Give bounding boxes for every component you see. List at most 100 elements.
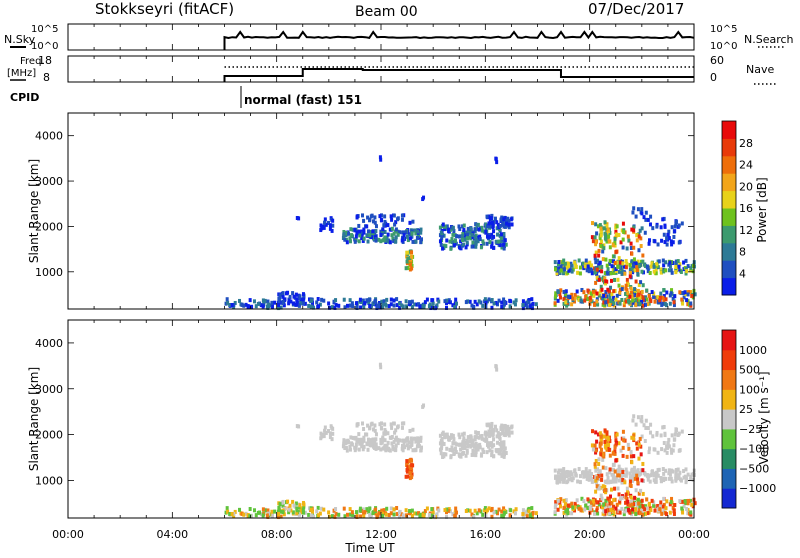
power-cell [393,222,397,227]
power-cell [417,235,421,240]
power-cell [594,222,598,227]
power-cell [330,228,334,233]
power-cell [389,302,393,307]
power-cell [629,245,633,250]
velocity-cell [445,514,449,519]
power-cell [348,239,352,244]
power-cell [392,298,396,303]
velocity-cell [669,476,673,481]
velocity-cell [458,453,462,458]
velocity-cell [470,512,474,517]
velocity-cell [385,443,389,448]
velocity-cell [645,497,649,502]
power-cell [312,305,316,310]
noise-left-tick-top: 10^5 [31,24,58,35]
velocity-cell [496,431,500,436]
velocity-cell [628,471,632,476]
velocity-cell [562,478,566,483]
velocity-cell [393,437,397,442]
velocity-cell [604,445,608,450]
velocity-cell [624,492,628,497]
power-cell [607,302,611,307]
velocity-cell [342,506,346,511]
power-cell [374,224,378,229]
velocity-cell [411,448,415,453]
velocity-cell [301,510,305,515]
power-cell [374,302,378,307]
velocity-cell [652,478,656,483]
power-cell [490,305,494,310]
power-cell [565,265,569,270]
power-cell [590,268,594,273]
velocity-cell [603,485,607,490]
velocity-cell [362,435,366,440]
velocity-cell [661,425,665,430]
power-cell [589,263,593,268]
power-cell [636,259,640,264]
power-cell [442,233,446,238]
power-cell [443,299,447,304]
power-cell [629,286,633,291]
power-cell [459,239,463,244]
power-cell [608,245,612,250]
velocity-cell [658,504,662,509]
colorbar-tick-label: 8 [739,246,746,259]
velocity-cell [594,450,598,455]
velocity-cell [527,506,531,511]
power-cell [632,228,636,233]
velocity-cell [602,502,606,507]
velocity-cell [567,472,571,477]
velocity-cell [354,510,358,515]
velocity-cell [225,506,229,511]
velocity-cell [657,467,661,472]
power-cell [463,237,467,242]
velocity-cell [368,426,372,431]
velocity-cell [624,508,628,513]
power-cell [585,268,589,273]
power-cell [496,222,500,227]
power-cell [362,227,366,232]
power-cell [586,297,590,302]
velocity-cell [367,510,371,515]
velocity-cell [641,478,645,483]
colorbar-tick-label: 500 [739,364,760,377]
colorbar-tick-label: 12 [739,224,753,237]
power-cell [506,216,510,221]
power-cell [612,289,616,294]
velocity-cell [577,506,581,511]
date-title: 07/Dec/2017 [588,0,684,18]
velocity-cell [641,491,645,496]
velocity-cell [656,503,660,508]
velocity-cell [373,423,377,428]
velocity-cell [374,445,378,450]
velocity-cell [359,514,363,519]
velocity-cell [390,434,394,439]
velocity-cell [309,507,313,512]
power-cell [637,234,641,239]
power-cell [264,299,268,304]
velocity-cell [599,437,603,442]
power-cell [604,289,608,294]
velocity-cell [483,506,487,511]
velocity-cell [553,468,557,473]
velocity-cell [265,513,269,518]
station-title: Stokkseyri (fitACF) [95,0,234,18]
velocity-cell [281,510,285,515]
range-tick-label: 2000 [35,429,63,442]
power-cell [609,278,613,283]
power-cell [400,303,404,308]
power-cell [507,225,511,230]
power-cell [408,262,412,267]
velocity-cell [670,496,674,501]
power-cell [676,259,680,264]
velocity-cell [674,468,678,473]
power-cell [674,262,678,267]
velocity-cell [351,435,355,440]
velocity-cell [450,445,454,450]
power-cell [596,277,600,282]
velocity-cell [459,447,463,452]
power-cell [641,270,645,275]
power-cell [652,291,656,296]
power-cell [639,280,643,285]
power-cell [599,233,603,238]
